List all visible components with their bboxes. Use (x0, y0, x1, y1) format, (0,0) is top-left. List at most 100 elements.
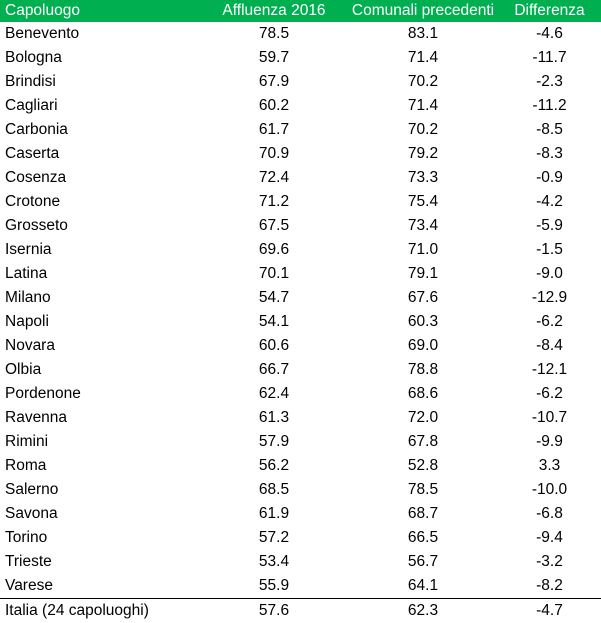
affluenza-2016-cell: 71.2 (200, 190, 348, 214)
comunali-precedenti-cell: 71.4 (348, 94, 498, 118)
capoluogo-cell: Latina (0, 262, 200, 286)
affluenza-2016-cell: 61.7 (200, 118, 348, 142)
capoluogo-cell: Torino (0, 526, 200, 550)
comunali-precedenti-cell: 75.4 (348, 190, 498, 214)
header-affluenza-2016: Affluenza 2016 (200, 0, 348, 22)
affluenza-2016-cell: 57.2 (200, 526, 348, 550)
capoluogo-cell: Rimini (0, 430, 200, 454)
comunali-precedenti-cell: 66.5 (348, 526, 498, 550)
differenza-cell: -8.3 (498, 142, 601, 166)
comunali-precedenti-cell: 64.1 (348, 574, 498, 599)
affluenza-2016-cell: 56.2 (200, 454, 348, 478)
affluenza-2016-cell: 67.9 (200, 70, 348, 94)
comunali-precedenti-cell: 68.7 (348, 502, 498, 526)
differenza-cell: -6.2 (498, 310, 601, 334)
differenza-cell: -10.7 (498, 406, 601, 430)
comunali-precedenti-cell: 70.2 (348, 118, 498, 142)
comunali-precedenti-cell: 70.2 (348, 70, 498, 94)
affluenza-2016-cell: 67.5 (200, 214, 348, 238)
differenza-cell: -6.2 (498, 382, 601, 406)
differenza-cell: -5.9 (498, 214, 601, 238)
affluenza-2016-cell: 54.7 (200, 286, 348, 310)
comunali-precedenti-cell: 73.4 (348, 214, 498, 238)
differenza-cell: -8.2 (498, 574, 601, 599)
differenza-cell: -3.2 (498, 550, 601, 574)
comunali-precedenti-cell: 56.7 (348, 550, 498, 574)
affluenza-2016-cell: 57.9 (200, 430, 348, 454)
affluenza-2016-cell: 72.4 (200, 166, 348, 190)
comunali-precedenti-cell: 60.3 (348, 310, 498, 334)
capoluogo-cell: Trieste (0, 550, 200, 574)
comunali-precedenti-cell: 71.4 (348, 46, 498, 70)
differenza-cell: -8.4 (498, 334, 601, 358)
capoluogo-cell: Benevento (0, 22, 200, 46)
comunali-precedenti-cell: 73.3 (348, 166, 498, 190)
capoluogo-cell: Pordenone (0, 382, 200, 406)
header-comunali-precedenti: Comunali precedenti (348, 0, 498, 22)
total-affluenza-2016: 57.6 (200, 599, 348, 623)
differenza-cell: -0.9 (498, 166, 601, 190)
capoluogo-cell: Napoli (0, 310, 200, 334)
comunali-precedenti-cell: 79.2 (348, 142, 498, 166)
capoluogo-cell: Roma (0, 454, 200, 478)
affluenza-2016-cell: 59.7 (200, 46, 348, 70)
capoluogo-cell: Milano (0, 286, 200, 310)
capoluogo-cell: Varese (0, 574, 200, 599)
affluenza-2016-cell: 53.4 (200, 550, 348, 574)
differenza-cell: -9.9 (498, 430, 601, 454)
affluenza-2016-cell: 61.3 (200, 406, 348, 430)
header-row: Capoluogo Affluenza 2016 Comunali preced… (0, 0, 601, 22)
differenza-cell: -11.2 (498, 94, 601, 118)
comunali-precedenti-cell: 69.0 (348, 334, 498, 358)
comunali-precedenti-cell: 67.8 (348, 430, 498, 454)
capoluogo-cell: Isernia (0, 238, 200, 262)
capoluogo-cell: Cosenza (0, 166, 200, 190)
comunali-precedenti-cell: 71.0 (348, 238, 498, 262)
differenza-cell: 3.3 (498, 454, 601, 478)
differenza-cell: -2.3 (498, 70, 601, 94)
capoluogo-cell: Brindisi (0, 70, 200, 94)
comunali-precedenti-cell: 79.1 (348, 262, 498, 286)
capoluogo-cell: Savona (0, 502, 200, 526)
affluenza-2016-cell: 66.7 (200, 358, 348, 382)
affluenza-2016-cell: 60.2 (200, 94, 348, 118)
differenza-cell: -6.8 (498, 502, 601, 526)
differenza-cell: -4.2 (498, 190, 601, 214)
total-label: Italia (24 capoluoghi) (0, 599, 200, 623)
differenza-cell: -12.1 (498, 358, 601, 382)
affluenza-2016-cell: 78.5 (200, 22, 348, 46)
comunali-precedenti-cell: 72.0 (348, 406, 498, 430)
comunali-precedenti-cell: 52.8 (348, 454, 498, 478)
differenza-cell: -9.0 (498, 262, 601, 286)
capoluogo-cell: Crotone (0, 190, 200, 214)
capoluogo-cell: Salerno (0, 478, 200, 502)
comunali-precedenti-cell: 67.6 (348, 286, 498, 310)
affluenza-2016-cell: 68.5 (200, 478, 348, 502)
affluenza-2016-cell: 61.9 (200, 502, 348, 526)
comunali-precedenti-cell: 68.6 (348, 382, 498, 406)
header-capoluogo: Capoluogo (0, 0, 200, 22)
capoluogo-cell: Carbonia (0, 118, 200, 142)
